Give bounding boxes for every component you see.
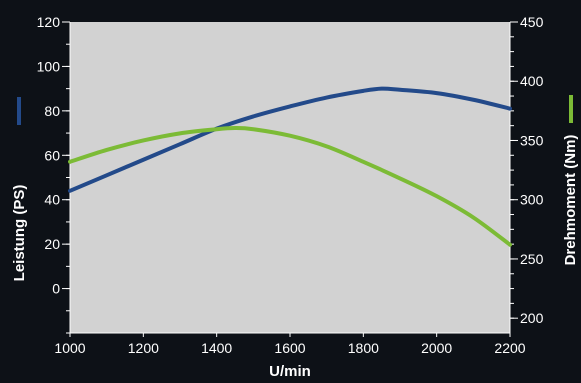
x-tick-label: 1800	[348, 340, 379, 356]
x-axis: 1000 1200 1400 1600 1800 2000 2200	[54, 332, 526, 356]
x-tick-label: 1000	[54, 340, 85, 356]
right-tick-label: 250	[520, 251, 544, 267]
series-layer	[68, 86, 512, 247]
left-tick-label: 20	[44, 236, 60, 252]
drehmoment-line	[68, 126, 512, 247]
x-tick-label: 2000	[421, 340, 452, 356]
right-tick-label: 450	[520, 14, 544, 30]
left-axis-title: Leistung (PS)	[11, 185, 28, 282]
x-tick-label: 1600	[274, 340, 305, 356]
drehmoment-legend-marker	[569, 95, 573, 123]
right-tick-label: 200	[520, 310, 544, 326]
plot-area	[70, 22, 510, 333]
right-axis-title-group: Drehmoment (Nm)	[562, 95, 579, 265]
right-tick-label: 400	[520, 73, 544, 89]
left-y-axis: 0 20 40 60 80 100 120	[37, 14, 71, 334]
right-axis-title: Drehmoment (Nm)	[562, 135, 579, 266]
x-axis-title: U/min	[269, 363, 311, 380]
left-axis-title-group: Leistung (PS)	[11, 97, 28, 281]
x-tick-label: 2200	[494, 340, 525, 356]
right-tick-label: 300	[520, 192, 544, 208]
left-tick-label: 60	[44, 147, 60, 163]
x-tick-label: 1200	[128, 340, 159, 356]
right-tick-label: 350	[520, 132, 544, 148]
left-tick-label: 40	[44, 192, 60, 208]
left-tick-label: 80	[44, 103, 60, 119]
right-y-axis: 200 250 300 350 400 450	[509, 14, 544, 333]
left-tick-label: 100	[37, 58, 61, 74]
leistung-legend-marker	[17, 97, 21, 125]
x-tick-label: 1400	[201, 340, 232, 356]
left-tick-label: 0	[52, 281, 60, 297]
left-tick-label: 120	[37, 14, 61, 30]
leistung-line	[68, 86, 512, 193]
